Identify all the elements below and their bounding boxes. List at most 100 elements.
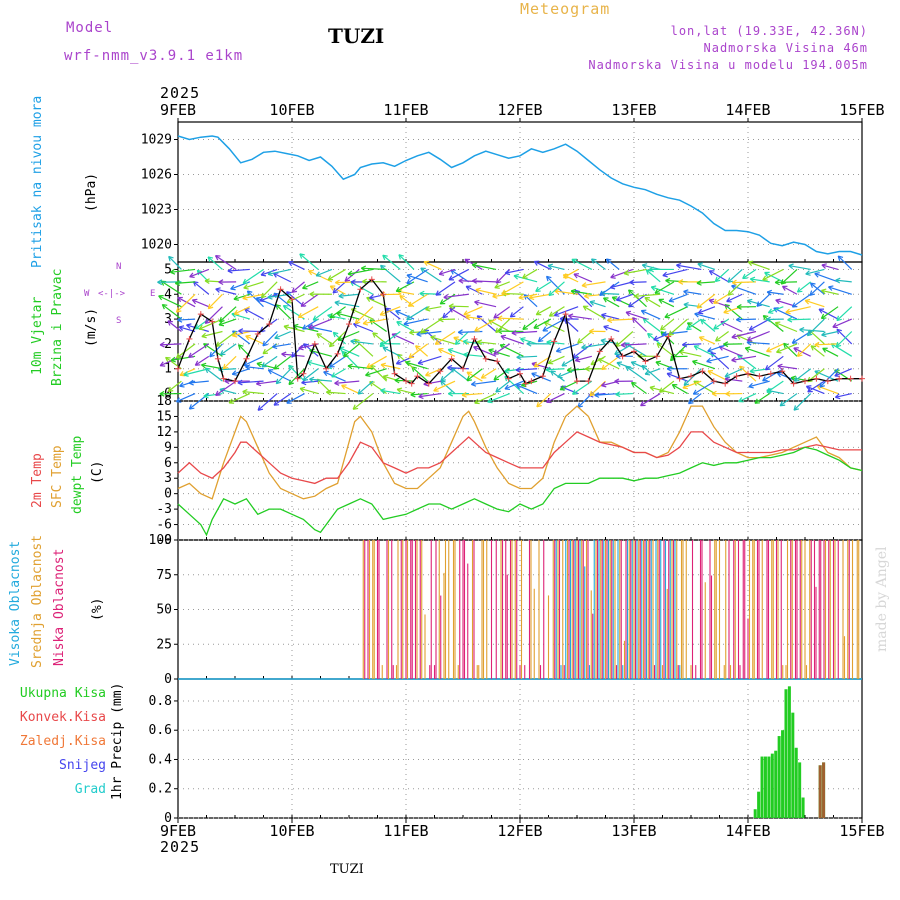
wind-arrow-head bbox=[748, 325, 753, 331]
wind-arrow-head bbox=[247, 290, 253, 293]
wind-arrow bbox=[572, 380, 593, 395]
wind-arrow-head bbox=[799, 326, 805, 331]
wind-arrow-head bbox=[776, 372, 781, 378]
wind-arrow-head bbox=[735, 316, 741, 321]
wind-arrow bbox=[472, 264, 497, 271]
wind-arrow bbox=[242, 268, 264, 284]
wind-arrow-head bbox=[343, 355, 349, 358]
ytick-label-precip: 0.4 bbox=[149, 752, 173, 767]
wind-arrow-head bbox=[347, 273, 353, 277]
station-title: TUZI bbox=[328, 24, 385, 48]
wind-arrow-head bbox=[447, 349, 453, 354]
wind-arrow bbox=[435, 281, 456, 296]
wind-arrow-head bbox=[725, 390, 731, 395]
wind-arrow-head bbox=[341, 351, 345, 357]
wind-arrow-head bbox=[634, 293, 639, 297]
wind-arrow-head bbox=[547, 359, 552, 364]
wind-arrow-head bbox=[463, 310, 468, 316]
wind-arrow-head bbox=[394, 379, 400, 384]
wind-arrow bbox=[628, 293, 647, 308]
wind-arrow-head bbox=[464, 259, 469, 264]
precip-bar bbox=[787, 686, 791, 818]
wind-arrow-head bbox=[487, 397, 492, 403]
wind-arrow-head bbox=[330, 316, 336, 319]
wind-arrow-head bbox=[610, 287, 616, 290]
wind-arrow-head bbox=[443, 294, 449, 298]
wind-arrow-head bbox=[261, 362, 265, 368]
wind-arrow-head bbox=[682, 387, 689, 390]
wind-arrow-head bbox=[298, 347, 304, 351]
ytick-label-cloud: 50 bbox=[156, 603, 172, 618]
wind-arrow bbox=[215, 288, 237, 295]
wind-arrow-head bbox=[333, 331, 339, 335]
wind-arrow-head bbox=[807, 387, 811, 393]
wind-arrow bbox=[438, 348, 456, 357]
wind-arrow bbox=[203, 392, 223, 397]
wind-arrow-head bbox=[398, 254, 401, 260]
wind-arrow-head bbox=[465, 286, 470, 291]
ytick-label-temp: 15 bbox=[156, 409, 172, 424]
wind-arrow-head bbox=[215, 341, 219, 347]
wind-arrow-head bbox=[651, 285, 657, 288]
wind-arrow-head bbox=[243, 282, 249, 285]
wind-arrow-head bbox=[417, 362, 424, 366]
wind-arrow-head bbox=[667, 372, 673, 375]
wind-arrow-head bbox=[647, 333, 651, 339]
wind-arrow-head bbox=[302, 375, 306, 381]
wind-arrow bbox=[288, 368, 305, 385]
wind-arrow bbox=[727, 281, 743, 296]
compass-east: E bbox=[150, 289, 156, 299]
wind-arrow bbox=[658, 298, 675, 308]
wind-arrow bbox=[645, 269, 661, 283]
wind-arrow-head bbox=[353, 323, 358, 329]
precip-bar bbox=[794, 747, 798, 818]
wind-arrow-head bbox=[747, 339, 753, 342]
wind-arrow bbox=[380, 264, 401, 283]
wind-arrow-head bbox=[559, 385, 564, 391]
precip-bar bbox=[784, 689, 788, 818]
wind-arrow-head bbox=[775, 299, 780, 305]
wind-arrow bbox=[204, 306, 223, 324]
wind-arrow-head bbox=[476, 341, 482, 346]
wind-arrow-head bbox=[275, 378, 279, 384]
wind-arrow bbox=[775, 322, 798, 333]
wind-arrow bbox=[260, 268, 278, 276]
wind-arrow-head bbox=[599, 290, 603, 296]
wind-arrow bbox=[629, 281, 647, 284]
wind-arrow-head bbox=[546, 397, 550, 403]
wind-arrow bbox=[683, 290, 702, 295]
wind-arrow-head bbox=[237, 382, 243, 386]
precip-bar bbox=[757, 791, 761, 818]
wind-arrow-head bbox=[267, 270, 273, 275]
wind-arrow-head bbox=[245, 366, 250, 371]
wind-arrow-head bbox=[706, 360, 712, 364]
wind-arrow-head bbox=[355, 321, 361, 325]
wind-arrow bbox=[693, 380, 716, 395]
wind-arrow-head bbox=[756, 304, 762, 307]
wind-arrow-head bbox=[678, 279, 684, 283]
wind-arrow-head bbox=[329, 312, 333, 319]
wind-arrow bbox=[601, 314, 620, 320]
wind-arrow-head bbox=[723, 341, 729, 345]
xtick-label-top: 11FEB bbox=[383, 101, 428, 119]
wind-arrow-head bbox=[698, 336, 703, 342]
wind-arrow bbox=[167, 320, 182, 332]
wind-arrow-head bbox=[727, 280, 733, 283]
xtick-label-bottom: 12FEB bbox=[497, 822, 542, 840]
wind-arrow-head bbox=[591, 258, 597, 261]
ytick-label-pressure: 1023 bbox=[141, 203, 172, 218]
wind-arrow-head bbox=[215, 394, 221, 397]
wind-arrow bbox=[599, 281, 620, 296]
wind-arrow-head bbox=[308, 324, 313, 329]
wind-arrow-head bbox=[581, 282, 587, 287]
wind-arrow-head bbox=[209, 351, 212, 357]
wind-arrow-head bbox=[610, 276, 616, 279]
wind-arrow-head bbox=[766, 318, 772, 323]
wind-arrow-head bbox=[765, 368, 771, 371]
wind-arrow-head bbox=[546, 339, 552, 343]
wind-arrow-head bbox=[438, 348, 442, 354]
wind-arrow bbox=[309, 349, 333, 357]
wind-arrow bbox=[709, 270, 729, 283]
wind-arrow bbox=[535, 281, 552, 292]
wind-arrow-head bbox=[399, 295, 405, 298]
